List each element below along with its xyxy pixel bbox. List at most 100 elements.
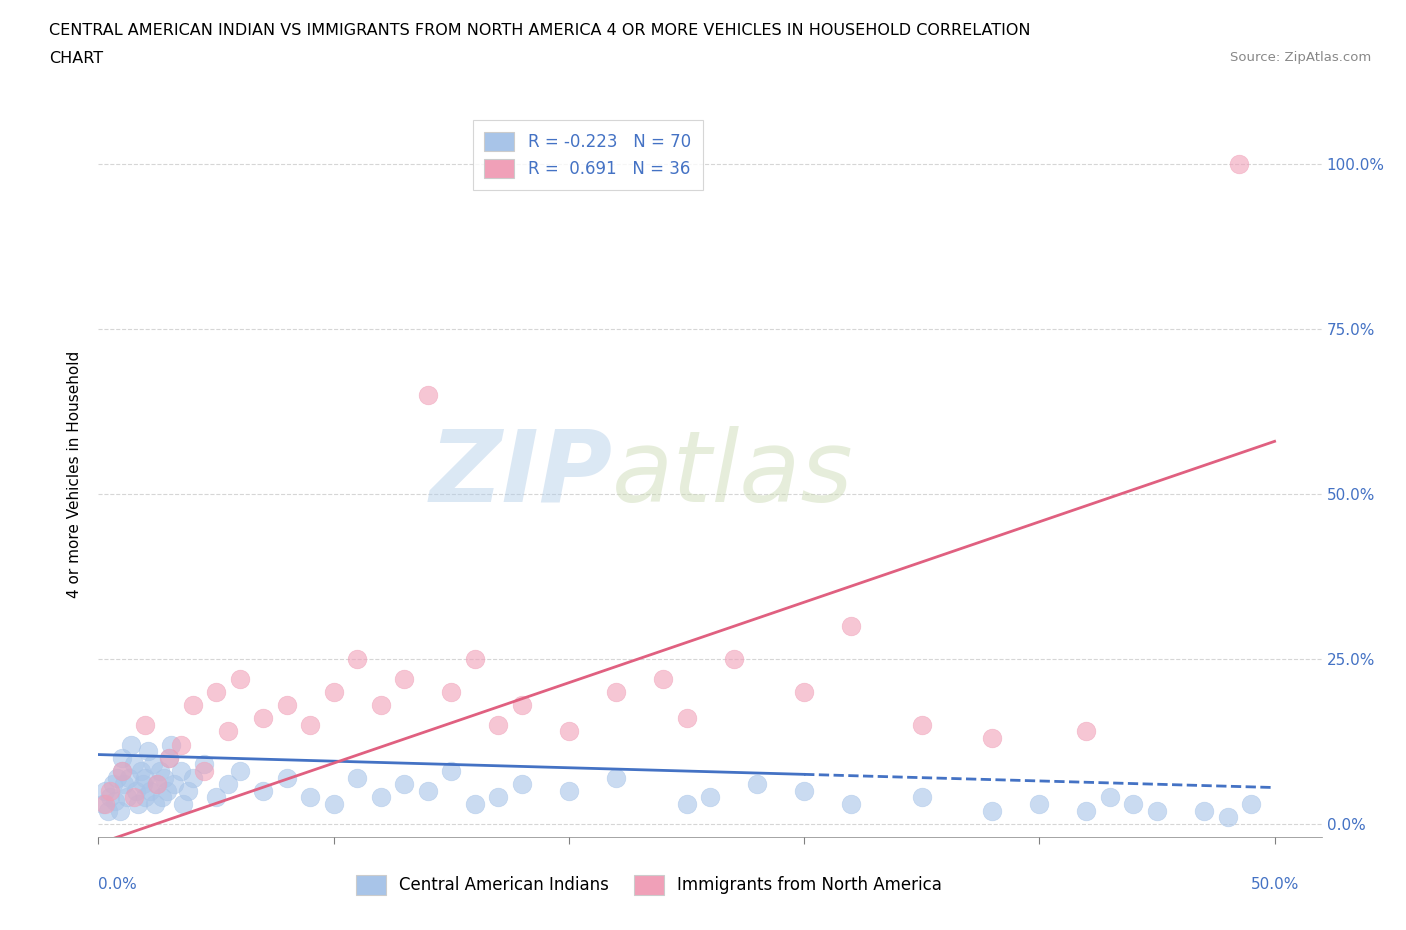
Point — [193, 757, 215, 772]
Point — [322, 797, 344, 812]
Text: CHART: CHART — [49, 51, 103, 66]
Point — [1227, 157, 1250, 172]
Point — [464, 797, 486, 812]
Point — [177, 783, 200, 798]
Point — [1076, 804, 1098, 818]
Point — [193, 764, 215, 778]
Point — [149, 764, 172, 778]
Point — [157, 751, 180, 765]
Point — [108, 804, 131, 818]
Point — [205, 790, 228, 804]
Point — [181, 770, 204, 785]
Point — [104, 793, 127, 808]
Point — [118, 770, 141, 785]
Point — [153, 770, 176, 785]
Point — [228, 671, 250, 686]
Point — [911, 790, 934, 804]
Point — [299, 717, 322, 732]
Text: 50.0%: 50.0% — [1250, 877, 1299, 892]
Point — [129, 764, 152, 778]
Point — [217, 724, 239, 739]
Point — [464, 652, 486, 667]
Point — [346, 770, 368, 785]
Legend: Central American Indians, Immigrants from North America: Central American Indians, Immigrants fro… — [349, 869, 949, 901]
Point — [276, 698, 298, 712]
Text: Source: ZipAtlas.com: Source: ZipAtlas.com — [1230, 51, 1371, 64]
Point — [98, 790, 121, 804]
Point — [723, 652, 745, 667]
Point — [440, 684, 463, 699]
Point — [101, 777, 124, 791]
Point — [181, 698, 204, 712]
Point — [122, 757, 145, 772]
Text: 0.0%: 0.0% — [98, 877, 138, 892]
Point — [392, 777, 416, 791]
Point — [510, 777, 533, 791]
Point — [252, 711, 274, 725]
Point — [1122, 797, 1144, 812]
Point — [745, 777, 768, 791]
Point — [170, 764, 193, 778]
Point — [416, 783, 439, 798]
Point — [111, 764, 134, 778]
Point — [1098, 790, 1121, 804]
Text: atlas: atlas — [612, 426, 853, 523]
Point — [299, 790, 322, 804]
Point — [115, 790, 138, 804]
Point — [141, 757, 163, 772]
Point — [486, 790, 509, 804]
Point — [136, 744, 159, 759]
Point — [156, 783, 179, 798]
Point — [160, 737, 183, 752]
Point — [486, 717, 509, 732]
Point — [127, 797, 149, 812]
Point — [134, 717, 156, 732]
Point — [346, 652, 368, 667]
Point — [558, 724, 581, 739]
Point — [94, 783, 117, 798]
Point — [163, 777, 186, 791]
Point — [440, 764, 463, 778]
Point — [558, 783, 581, 798]
Point — [122, 790, 145, 804]
Point — [112, 777, 135, 791]
Point — [1076, 724, 1098, 739]
Point — [911, 717, 934, 732]
Point — [172, 797, 194, 812]
Point — [1216, 810, 1239, 825]
Point — [675, 711, 697, 725]
Point — [217, 777, 239, 791]
Point — [675, 797, 697, 812]
Point — [132, 777, 155, 791]
Point — [276, 770, 298, 785]
Point — [1028, 797, 1050, 812]
Point — [146, 777, 169, 791]
Point — [111, 764, 134, 778]
Point — [510, 698, 533, 712]
Point — [370, 790, 392, 804]
Point — [699, 790, 721, 804]
Point — [793, 684, 815, 699]
Point — [98, 783, 121, 798]
Point — [125, 783, 148, 798]
Y-axis label: 4 or more Vehicles in Household: 4 or more Vehicles in Household — [67, 351, 83, 598]
Point — [392, 671, 416, 686]
Text: ZIP: ZIP — [429, 426, 612, 523]
Point — [605, 684, 627, 699]
Point — [120, 737, 142, 752]
Point — [839, 618, 862, 633]
Point — [1146, 804, 1168, 818]
Point — [652, 671, 675, 686]
Text: CENTRAL AMERICAN INDIAN VS IMMIGRANTS FROM NORTH AMERICA 4 OR MORE VEHICLES IN H: CENTRAL AMERICAN INDIAN VS IMMIGRANTS FR… — [49, 23, 1031, 38]
Point — [134, 770, 156, 785]
Point — [793, 783, 815, 798]
Point — [157, 751, 180, 765]
Point — [150, 790, 173, 804]
Point — [91, 797, 114, 812]
Point — [139, 783, 162, 798]
Point — [170, 737, 193, 752]
Point — [981, 804, 1004, 818]
Point — [252, 783, 274, 798]
Point — [981, 731, 1004, 746]
Point — [105, 770, 128, 785]
